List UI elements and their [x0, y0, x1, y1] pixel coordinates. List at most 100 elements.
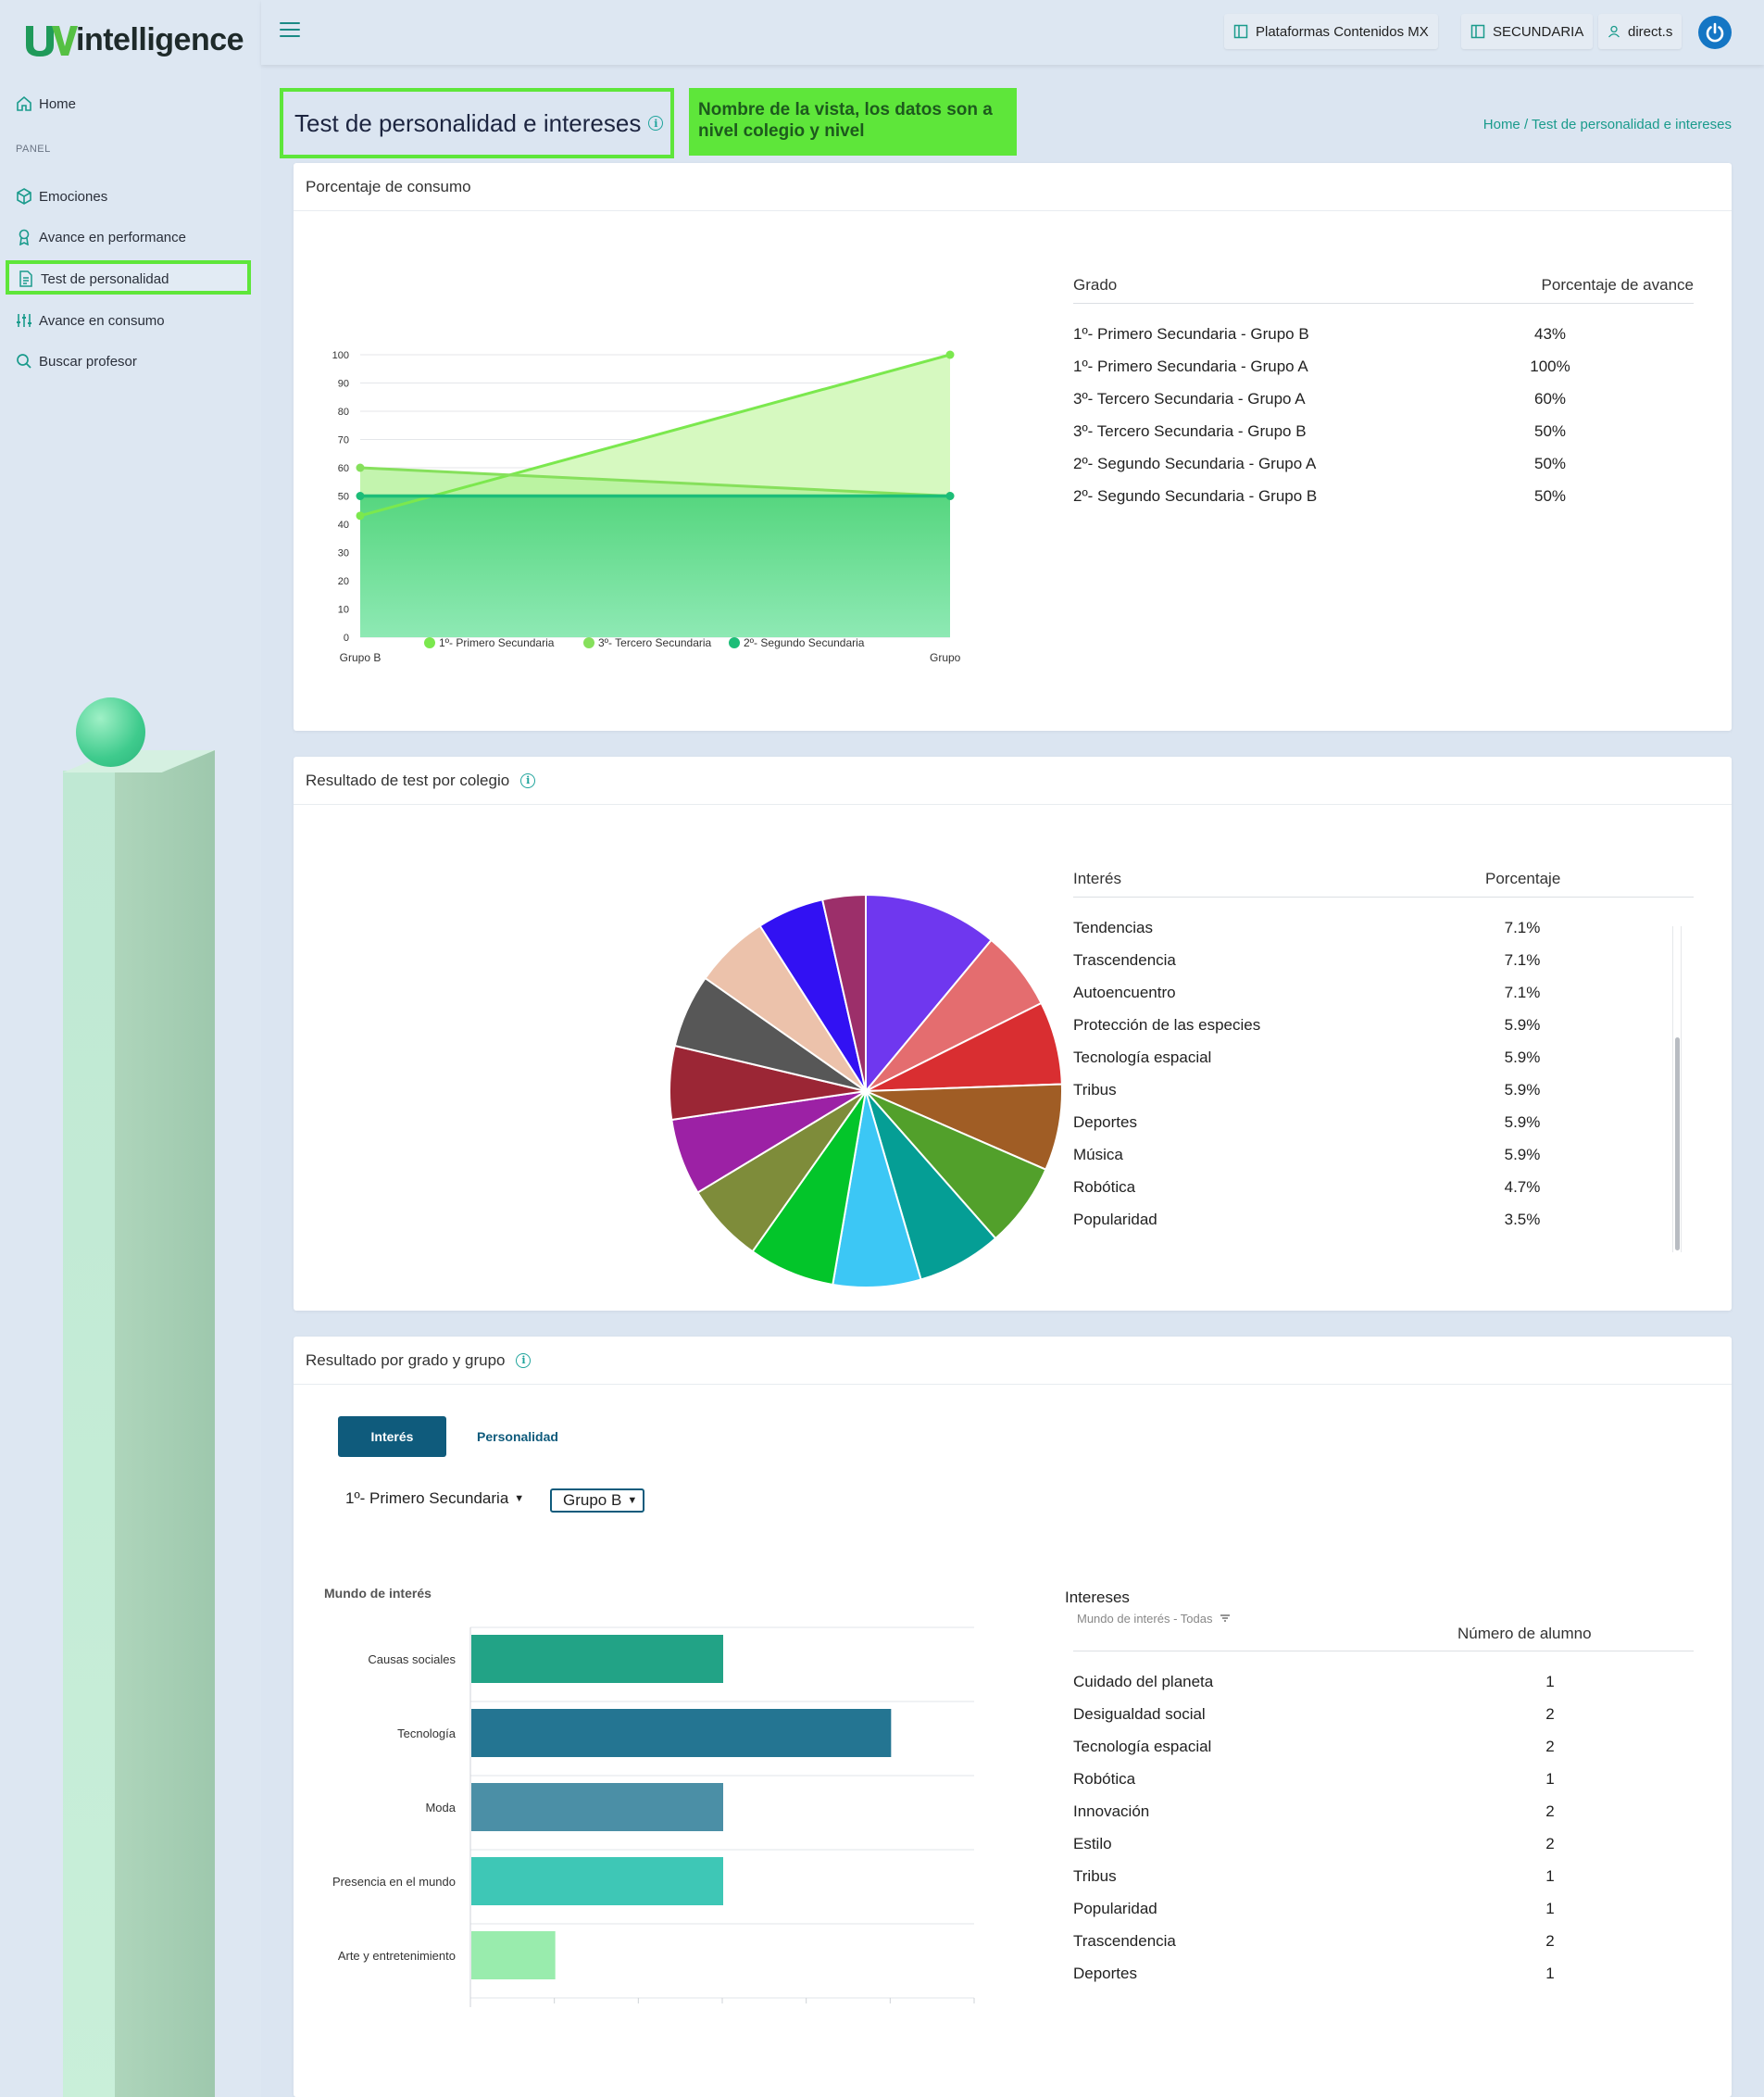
data-point[interactable] [945, 350, 955, 359]
table-cell: Cuidado del planeta [1073, 1672, 1214, 1690]
table-cell: 50% [1533, 454, 1567, 472]
area-series-3 [360, 496, 950, 637]
book-icon [1470, 24, 1485, 39]
intereses-table-title: Intereses [1065, 1588, 1130, 1606]
table-cell: Tecnología espacial [1073, 1048, 1212, 1066]
table-cell: 1 [1545, 1866, 1555, 1885]
table-cell: 50% [1533, 421, 1567, 440]
table-row: Robótica 4.7% [1073, 1171, 1694, 1203]
y-tick-label: 30 [338, 548, 349, 559]
user-name: direct.s [1628, 23, 1673, 40]
tab-personalidad[interactable]: Personalidad [477, 1429, 558, 1444]
grado-card-title: Resultado por grado y grupo [306, 1350, 506, 1369]
breadcrumb-separator: / [1520, 117, 1533, 132]
column-header: Porcentaje [1485, 870, 1561, 887]
table-cell: Popularidad [1073, 1210, 1157, 1228]
table-cell: 60% [1533, 389, 1567, 408]
column-header: Interés [1073, 870, 1121, 887]
table-cell: 1º- Primero Secundaria - Grupo B [1073, 324, 1309, 343]
data-point[interactable] [356, 492, 365, 500]
sidebar-item-home[interactable]: Home [15, 90, 76, 118]
user-menu[interactable]: direct.s [1598, 14, 1683, 49]
sidebar-item-label: Home [39, 95, 77, 112]
chart-title: Mundo de interés [324, 1586, 432, 1601]
scrollbar-thumb[interactable] [1675, 1037, 1680, 1250]
x-tick-label: Grupo A [930, 651, 960, 664]
data-point[interactable] [945, 492, 955, 500]
data-point[interactable] [356, 511, 365, 521]
pillar-illustration [63, 750, 215, 2097]
table-cell: Trascendencia [1073, 1931, 1176, 1950]
legend-label[interactable]: 3º- Tercero Secundaria [598, 636, 712, 649]
table-row: Trascendencia 7.1% [1073, 944, 1694, 976]
sidebar-item-buscar-profesor[interactable]: Buscar profesor [15, 347, 137, 375]
pie-slice[interactable] [865, 893, 993, 1094]
table-row: Robótica 1 [1073, 1763, 1694, 1795]
table-cell: 1º- Primero Secundaria - Grupo A [1073, 357, 1308, 375]
data-point[interactable] [356, 463, 365, 472]
table-row: 2º- Segundo Secundaria - Grupo A 50% [1073, 447, 1694, 480]
bar[interactable] [471, 1931, 556, 1979]
power-icon[interactable] [1698, 16, 1732, 49]
consumo-card-title: Porcentaje de consumo [294, 163, 1732, 211]
brand-name: intelligence [76, 21, 244, 57]
table-cell: 3º- Tercero Secundaria - Grupo B [1073, 421, 1307, 440]
sidebar-item-label: Test de personalidad [41, 270, 169, 287]
breadcrumb-home[interactable]: Home [1483, 117, 1520, 132]
level-selector[interactable]: SECUNDARIA [1461, 14, 1594, 49]
info-icon[interactable]: i [648, 116, 664, 131]
menu-toggle-icon[interactable] [280, 22, 300, 39]
pie-slice[interactable] [820, 893, 867, 1092]
platform-selector[interactable]: Plataformas Contenidos MX [1224, 14, 1438, 49]
y-tick-label: 0 [344, 633, 349, 644]
bar[interactable] [471, 1857, 723, 1905]
table-row: Popularidad 1 [1073, 1892, 1694, 1925]
table-scrollbar[interactable] [1672, 926, 1682, 1252]
sidebar-item-emociones[interactable]: Emociones [15, 182, 107, 210]
grade-select-value: 1º- Primero Secundaria [345, 1489, 509, 1507]
consumo-table: Grado Porcentaje de avance 1º- Primero S… [1073, 276, 1694, 512]
table-cell: Popularidad [1073, 1899, 1157, 1917]
table-row: Música 5.9% [1073, 1138, 1694, 1171]
table-cell: Protección de las especies [1073, 1015, 1261, 1034]
table-row: Tecnología espacial 5.9% [1073, 1041, 1694, 1074]
table-cell: Música [1073, 1145, 1123, 1163]
intereses-table: Número de alumno Cuidado del planeta 1 Des… [1073, 1607, 1694, 1990]
sidebar-item-label: Avance en consumo [39, 312, 165, 329]
legend-label[interactable]: 1º- Primero Secundaria [439, 636, 555, 649]
legend-label[interactable]: 2º- Segundo Secundaria [744, 636, 865, 649]
series-line [359, 466, 951, 497]
table-cell: Deportes [1073, 1112, 1137, 1131]
table-cell: 7.1% [1504, 918, 1541, 936]
sidebar-item-avance-consumo[interactable]: Avance en consumo [15, 307, 165, 334]
tab-interes[interactable]: Interés [338, 1416, 446, 1457]
category-label: Moda [425, 1801, 456, 1814]
table-cell: Tecnología espacial [1073, 1737, 1212, 1755]
table-cell: 2º- Segundo Secundaria - Grupo A [1073, 454, 1317, 472]
table-row: Tecnología espacial 2 [1073, 1730, 1694, 1763]
table-cell: 7.1% [1504, 983, 1541, 1001]
group-select[interactable]: Grupo B ▼ [550, 1488, 645, 1513]
table-header: Número de alumno [1073, 1607, 1694, 1651]
table-cell: 5.9% [1504, 1080, 1541, 1099]
bar[interactable] [471, 1635, 723, 1683]
grade-select[interactable]: 1º- Primero Secundaria ▼ [345, 1489, 524, 1508]
column-header: Grado [1073, 276, 1118, 294]
bar[interactable] [471, 1709, 892, 1757]
brand-logo[interactable]: intelligence [24, 17, 244, 63]
interest-filter[interactable]: Mundo de interés - Todas [1077, 1612, 1231, 1626]
colegio-table: Interés Porcentaje Tendencias 7.1% Trascen… [1073, 870, 1694, 1236]
sidebar-item-avance-performance[interactable]: Avance en performance [15, 223, 186, 251]
info-icon[interactable]: i [516, 1352, 532, 1368]
y-tick-label: 10 [338, 605, 349, 616]
bar[interactable] [471, 1783, 723, 1831]
grado-card: Resultado por grado y grupo i Interés Pe… [294, 1337, 1732, 2097]
info-icon[interactable]: i [520, 772, 536, 788]
table-cell: 43% [1533, 324, 1567, 343]
sidebar-item-test-personalidad[interactable]: Test de personalidad [17, 265, 169, 293]
uno-logo-icon [26, 26, 78, 57]
table-cell: Autoencuentro [1073, 983, 1176, 1001]
colegio-card-title: Resultado de test por colegio [306, 771, 510, 789]
table-row: Autoencuentro 7.1% [1073, 976, 1694, 1009]
table-cell: 50% [1533, 486, 1567, 505]
